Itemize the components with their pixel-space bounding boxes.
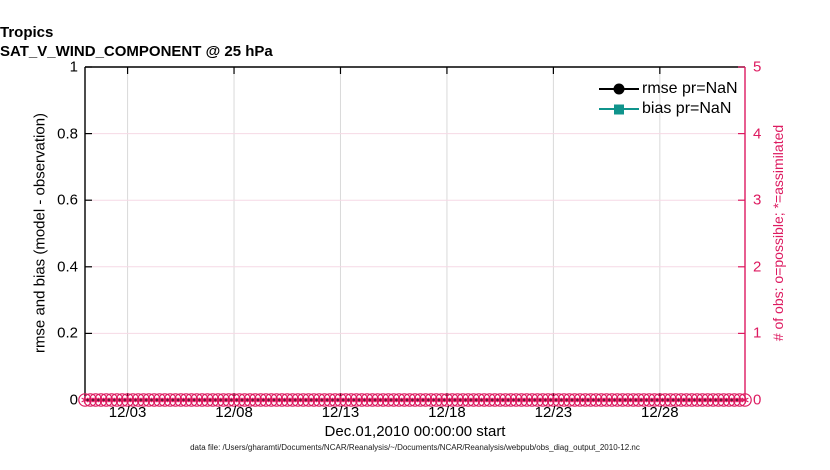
yticks-right-item: 1 [753, 324, 762, 342]
yticks-left-item: 0.8 [57, 125, 78, 143]
bias-line-square-marker-icon [599, 104, 639, 115]
yticks-right-item: 4 [753, 125, 762, 143]
data-file-caption: data file: /Users/gharamti/Documents/NCA… [190, 443, 640, 452]
xticks-item: 12/08 [215, 404, 253, 421]
yticks-left-item: 1 [69, 58, 78, 76]
legend-item-bias: bias pr=NaN [598, 99, 738, 119]
yticks-left-item: 0.2 [57, 324, 78, 342]
yticks-right-item: 3 [753, 191, 762, 209]
yticks-right-item: 0 [753, 391, 762, 409]
yticks-right-item: 5 [753, 58, 762, 76]
rmse-line-circle-marker-icon [599, 83, 639, 95]
right-y-axis-label: # of obs: o=possible; *=assimilated [770, 124, 786, 342]
chart-subtitle: SAT_V_WIND_COMPONENT @ 25 hPa [0, 43, 273, 60]
chart-title-region: Tropics [0, 24, 54, 41]
x-axis-label: Dec.01,2010 00:00:00 start [324, 423, 506, 440]
xticks-item: 12/28 [641, 404, 679, 421]
legend-label-rmse: rmse pr=NaN [642, 80, 738, 97]
yticks-left-item: 0.4 [57, 258, 78, 276]
yticks-left-item: 0 [69, 391, 78, 409]
xticks-item: 12/18 [428, 404, 466, 421]
left-y-axis-label: rmse and bias (model - observation) [31, 112, 49, 354]
legend-label-bias: bias pr=NaN [642, 100, 732, 117]
yticks-left-item: 0.6 [57, 191, 78, 209]
legend-item-rmse: rmse pr=NaN [598, 79, 738, 99]
legend: rmse pr=NaN bias pr=NaN [598, 79, 738, 119]
xticks-item: 12/03 [108, 404, 147, 421]
xticks-item: 12/13 [321, 404, 360, 421]
xticks-item: 12/23 [534, 404, 573, 421]
yticks-right-item: 2 [753, 258, 762, 276]
